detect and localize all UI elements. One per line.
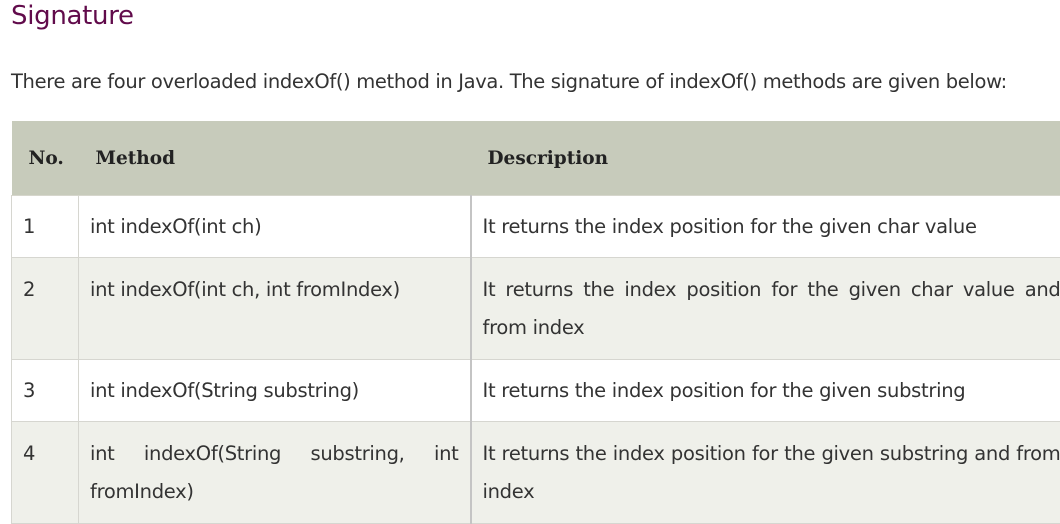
method-signature: int indexOf(int ch): [79, 196, 471, 258]
table-row: 3 int indexOf(String substring) It retur…: [12, 360, 1060, 422]
method-description: It returns the index position for the gi…: [471, 196, 1060, 258]
method-signature: int indexOf(String substring, int fromIn…: [79, 422, 471, 524]
method-description: It returns the index position for the gi…: [471, 360, 1060, 422]
row-number: 3: [12, 360, 79, 422]
table-row: 4 int indexOf(String substring, int from…: [12, 422, 1060, 524]
table-body: 1 int indexOf(int ch) It returns the ind…: [12, 196, 1060, 524]
method-description: It returns the index position for the gi…: [471, 422, 1060, 524]
method-description: It returns the index position for the gi…: [471, 258, 1060, 360]
column-header-no: No.: [12, 121, 79, 196]
row-number: 1: [12, 196, 79, 258]
method-signature: int indexOf(int ch, int fromIndex): [79, 258, 471, 360]
column-header-description: Description: [471, 121, 1060, 196]
column-header-method: Method: [79, 121, 471, 196]
table-header-row: No. Method Description: [12, 121, 1060, 196]
table-row: 1 int indexOf(int ch) It returns the ind…: [12, 196, 1060, 258]
intro-paragraph: There are four overloaded indexOf() meth…: [11, 68, 1007, 96]
row-number: 4: [12, 422, 79, 524]
page-title: Signature: [11, 0, 134, 32]
row-number: 2: [12, 258, 79, 360]
method-signature: int indexOf(String substring): [79, 360, 471, 422]
table-row: 2 int indexOf(int ch, int fromIndex) It …: [12, 258, 1060, 360]
signature-table: No. Method Description 1 int indexOf(int…: [11, 121, 1060, 524]
table-header: No. Method Description: [12, 121, 1060, 196]
